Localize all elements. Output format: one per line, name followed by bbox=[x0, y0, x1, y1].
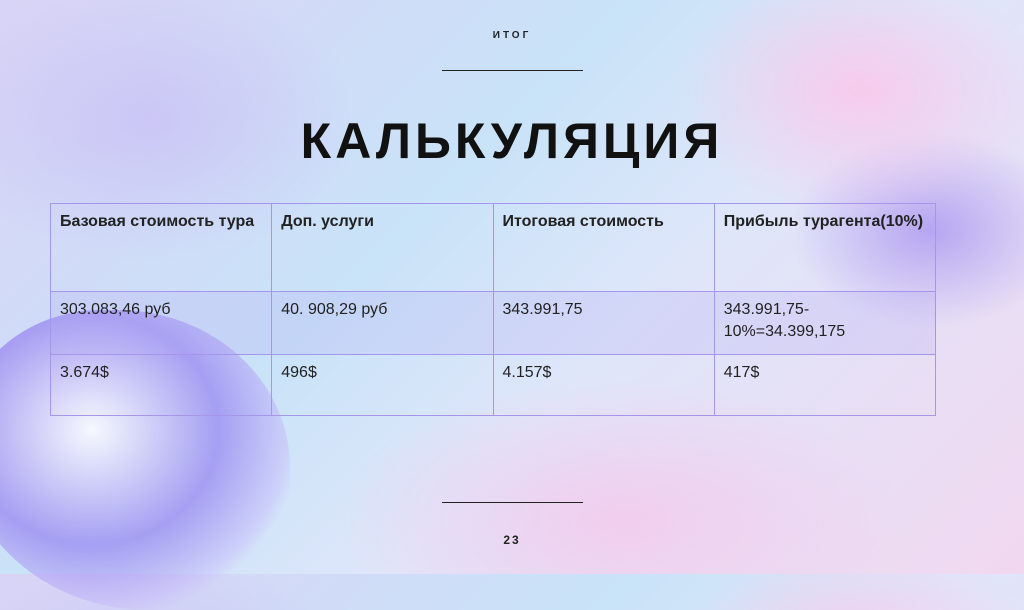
calculation-table: Базовая стоимость тура Доп. услуги Итого… bbox=[49, 203, 937, 416]
table-cell: 3.674$ bbox=[49, 354, 273, 416]
table-cell: 417$ bbox=[713, 354, 937, 416]
table-header-row: Базовая стоимость тура Доп. услуги Итого… bbox=[49, 203, 937, 292]
page-number: 23 bbox=[503, 533, 521, 547]
header-cell: Базовая стоимость тура bbox=[49, 203, 273, 292]
table-cell: 343.991,75 bbox=[492, 291, 715, 355]
table-cell: 303.083,46 руб bbox=[49, 291, 273, 355]
header-cell: Доп. услуги bbox=[271, 203, 494, 292]
slide-subtitle: ИТОГ bbox=[492, 30, 532, 41]
table-cell: 40. 908,29 руб bbox=[271, 291, 494, 355]
table-row: 3.674$ 496$ 4.157$ 417$ bbox=[49, 354, 937, 416]
header-cell: Итоговая стоимость bbox=[492, 203, 715, 292]
table-cell: 343.991,75-10%=34.399,175 bbox=[713, 291, 937, 355]
header-cell: Прибыль турагента(10%) bbox=[713, 203, 937, 292]
slide-title: КАЛЬКУЛЯЦИЯ bbox=[300, 113, 724, 169]
table-cell: 496$ bbox=[271, 354, 494, 416]
divider-top bbox=[442, 70, 583, 71]
table-row: 303.083,46 руб 40. 908,29 руб 343.991,75… bbox=[49, 291, 937, 355]
divider-bottom bbox=[442, 502, 583, 503]
table-cell: 4.157$ bbox=[492, 354, 715, 416]
